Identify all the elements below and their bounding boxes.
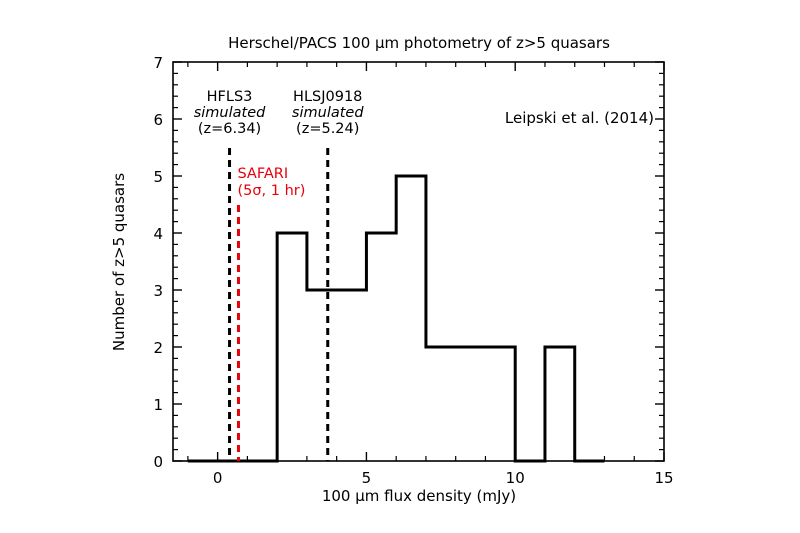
y-tick-label: 3: [153, 282, 163, 300]
reference-line-label: (5σ, 1 hr): [237, 183, 305, 199]
plot-frame: [172, 61, 665, 462]
y-tick-label: 2: [153, 339, 163, 357]
reference-line-label: (z=5.24): [296, 121, 359, 137]
y-tick-label: 7: [153, 54, 163, 72]
chart-title: Herschel/PACS 100 μm photometry of z>5 q…: [228, 34, 610, 52]
x-axis-label: 100 μm flux density (mJy): [322, 487, 516, 505]
y-tick-label: 0: [153, 453, 163, 471]
x-tick-label: 5: [362, 469, 372, 487]
histogram-step-line: [187, 174, 605, 463]
y-tick-label: 1: [153, 396, 163, 414]
reference-line-label: (z=6.34): [198, 121, 261, 137]
y-tick-label: 4: [153, 225, 163, 243]
citation-label: Leipski et al. (2014): [505, 109, 654, 127]
reference-line-label: HLSJ0918: [293, 89, 362, 105]
axis-ticks: [173, 61, 665, 462]
x-tick-label: 0: [213, 469, 223, 487]
reference-line-label: HFLS3: [207, 89, 253, 105]
y-axis-label: Number of z>5 quasars: [110, 173, 128, 351]
y-tick-label: 5: [153, 168, 163, 186]
x-tick-label: 15: [654, 469, 673, 487]
y-tick-label: 6: [153, 111, 163, 129]
reference-line-label: simulated: [194, 105, 266, 121]
x-tick-label: 10: [506, 469, 525, 487]
reference-line-label: SAFARI: [237, 166, 288, 182]
reference-line-label: simulated: [292, 105, 364, 121]
axis-tick-labels: 0 5 10 15 0 1 2 3 4 5 6 7: [153, 54, 673, 487]
